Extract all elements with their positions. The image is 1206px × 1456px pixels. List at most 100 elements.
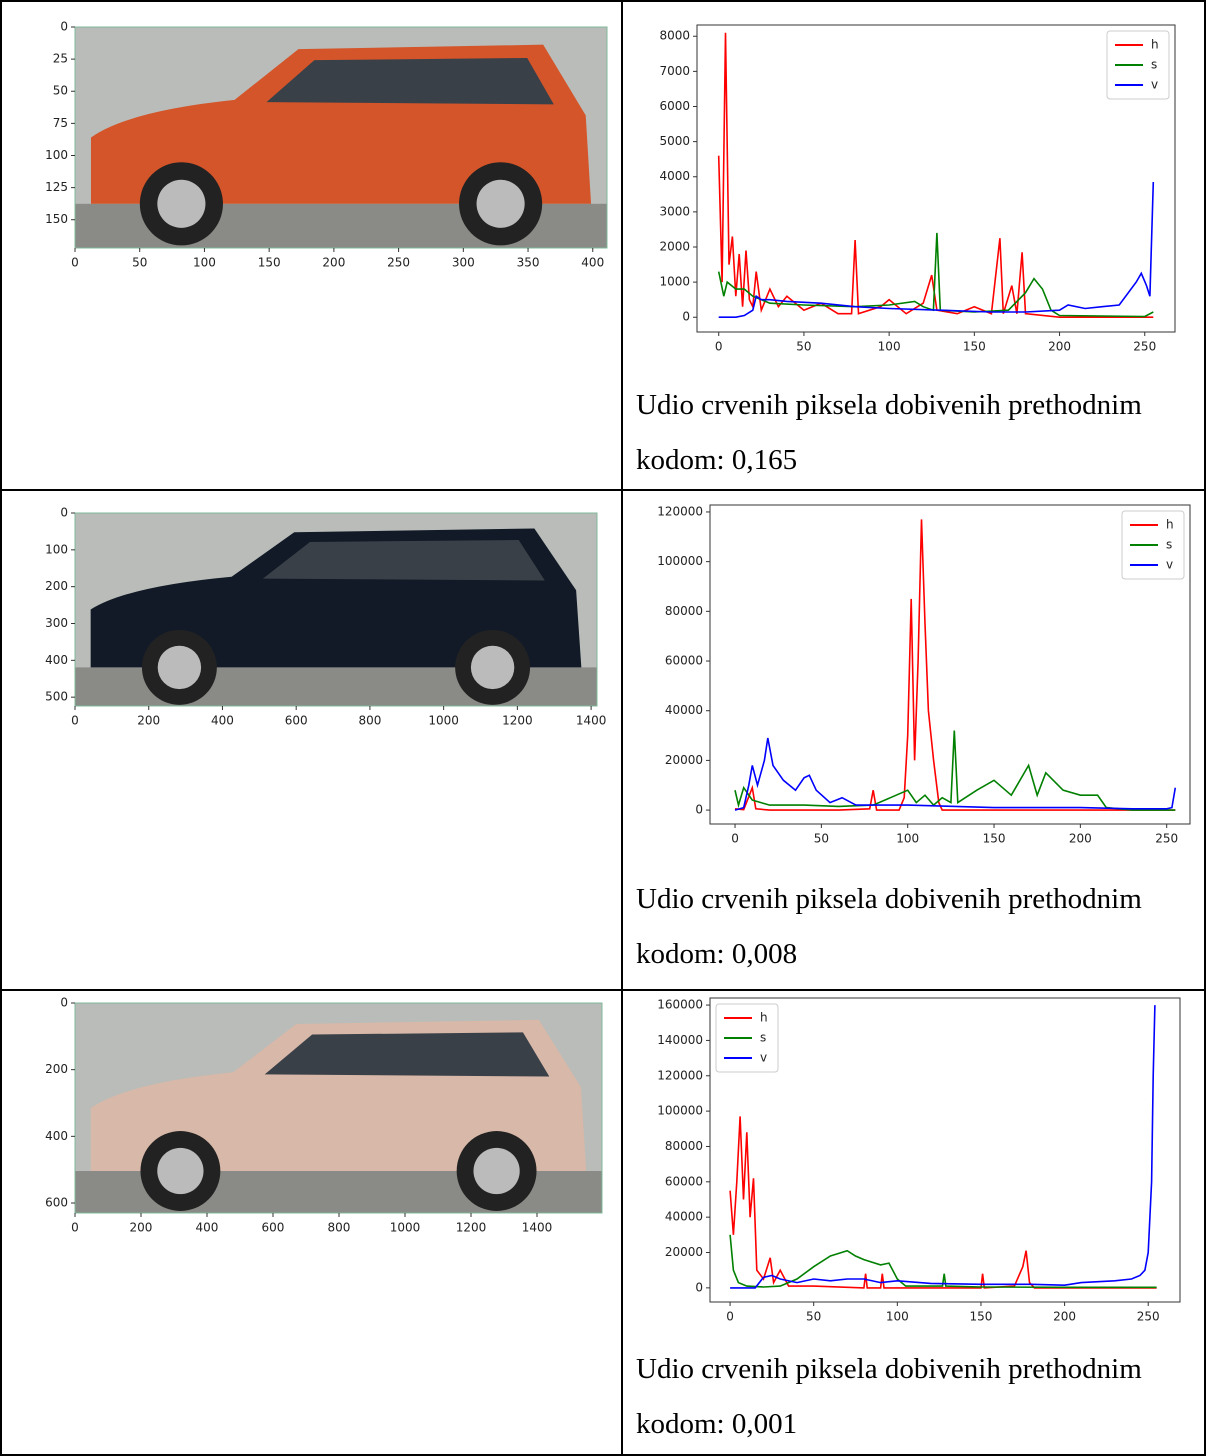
x-tick-label: 100 — [193, 256, 216, 270]
legend-label: s — [1151, 58, 1157, 72]
y-tick-label: 500 — [45, 690, 68, 704]
x-tick-label: 400 — [196, 1221, 219, 1235]
car-windows — [267, 58, 554, 104]
x-tick-label: 800 — [328, 1221, 351, 1235]
x-tick-label: 0 — [731, 832, 739, 846]
y-tick-label: 160000 — [657, 998, 703, 1012]
y-tick-label: 7000 — [659, 64, 690, 78]
y-tick-label: 125 — [45, 180, 68, 194]
y-tick-label: 40000 — [665, 703, 703, 717]
legend-label: s — [760, 1031, 766, 1045]
x-tick-label: 400 — [581, 256, 604, 270]
x-tick-label: 100 — [896, 832, 919, 846]
legend-label: v — [1166, 558, 1173, 572]
y-tick-label: 0 — [682, 310, 690, 324]
x-tick-label: 200 — [137, 714, 160, 728]
caption: Udio crvenih piksela dobivenih prethodni… — [636, 1342, 1202, 1452]
x-tick-label: 100 — [878, 340, 901, 354]
x-tick-label: 50 — [132, 256, 147, 270]
y-tick-label: 50 — [53, 84, 68, 98]
x-tick-label: 150 — [970, 1310, 993, 1324]
y-tick-label: 300 — [45, 616, 68, 630]
x-tick-label: 200 — [322, 256, 345, 270]
x-tick-label: 100 — [886, 1310, 909, 1324]
x-tick-label: 200 — [1053, 1310, 1076, 1324]
x-tick-label: 150 — [258, 256, 281, 270]
car-rim — [157, 180, 205, 228]
x-tick-label: 300 — [452, 256, 475, 270]
plot-frame — [710, 998, 1180, 1302]
y-tick-label: 4000 — [659, 169, 690, 183]
y-tick-label: 25 — [53, 52, 68, 66]
document: 0501001502002503003504000255075100125150… — [0, 0, 1206, 1456]
legend-label: s — [1166, 538, 1172, 552]
x-tick-label: 250 — [1137, 1310, 1160, 1324]
y-tick-label: 40000 — [665, 1210, 703, 1224]
y-tick-label: 8000 — [659, 29, 690, 43]
car-rim — [471, 646, 514, 689]
plot-frame — [710, 505, 1190, 824]
legend-label: h — [1151, 38, 1159, 52]
y-tick-label: 140000 — [657, 1033, 703, 1047]
x-tick-label: 1200 — [502, 714, 533, 728]
y-tick-label: 80000 — [665, 604, 703, 618]
x-tick-label: 50 — [796, 340, 811, 354]
y-tick-label: 400 — [45, 1129, 68, 1143]
x-tick-label: 800 — [358, 714, 381, 728]
y-tick-label: 20000 — [665, 753, 703, 767]
y-tick-label: 3000 — [659, 204, 690, 218]
y-tick-label: 0 — [60, 20, 68, 34]
x-tick-label: 1400 — [522, 1221, 553, 1235]
x-tick-label: 250 — [1155, 832, 1178, 846]
x-tick-label: 250 — [1133, 340, 1156, 354]
y-tick-label: 0 — [695, 1280, 703, 1294]
car-rim — [477, 180, 525, 228]
y-tick-label: 20000 — [665, 1245, 703, 1259]
legend-label: h — [760, 1011, 768, 1025]
x-tick-label: 150 — [963, 340, 986, 354]
caption: Udio crvenih piksela dobivenih prethodni… — [636, 872, 1202, 982]
x-tick-label: 250 — [387, 256, 410, 270]
car-windows — [265, 1032, 550, 1076]
car-rim — [473, 1148, 519, 1194]
y-tick-label: 2000 — [659, 239, 690, 253]
y-tick-label: 1000 — [659, 275, 690, 289]
x-tick-label: 0 — [71, 256, 79, 270]
y-tick-label: 150 — [45, 212, 68, 226]
x-tick-label: 200 — [1048, 340, 1071, 354]
x-tick-label: 0 — [726, 1310, 734, 1324]
y-tick-label: 60000 — [665, 654, 703, 668]
x-tick-label: 1000 — [390, 1221, 421, 1235]
x-tick-label: 200 — [1069, 832, 1092, 846]
y-tick-label: 100 — [45, 542, 68, 556]
y-tick-label: 80000 — [665, 1139, 703, 1153]
caption: Udio crvenih piksela dobivenih prethodni… — [636, 378, 1202, 488]
y-tick-label: 0 — [60, 996, 68, 1010]
y-tick-label: 0 — [60, 506, 68, 520]
y-tick-label: 60000 — [665, 1174, 703, 1188]
x-tick-label: 350 — [517, 256, 540, 270]
x-tick-label: 600 — [285, 714, 308, 728]
table-graphics: 0501001502002503003504000255075100125150… — [0, 0, 1206, 1456]
y-tick-label: 6000 — [659, 99, 690, 113]
y-tick-label: 200 — [45, 579, 68, 593]
x-tick-label: 200 — [130, 1221, 153, 1235]
y-tick-label: 400 — [45, 653, 68, 667]
y-tick-label: 5000 — [659, 134, 690, 148]
y-tick-label: 75 — [53, 116, 68, 130]
legend-label: v — [1151, 78, 1158, 92]
x-tick-label: 0 — [71, 714, 79, 728]
plot-frame — [697, 25, 1175, 332]
y-tick-label: 200 — [45, 1062, 68, 1076]
x-tick-label: 0 — [71, 1221, 79, 1235]
x-tick-label: 1200 — [456, 1221, 487, 1235]
x-tick-label: 150 — [983, 832, 1006, 846]
x-tick-label: 400 — [211, 714, 234, 728]
x-tick-label: 1400 — [576, 714, 607, 728]
y-tick-label: 0 — [695, 803, 703, 817]
y-tick-label: 100000 — [657, 1104, 703, 1118]
y-tick-label: 100 — [45, 148, 68, 162]
y-tick-label: 100000 — [657, 554, 703, 568]
x-tick-label: 0 — [715, 340, 723, 354]
x-tick-label: 50 — [806, 1310, 821, 1324]
